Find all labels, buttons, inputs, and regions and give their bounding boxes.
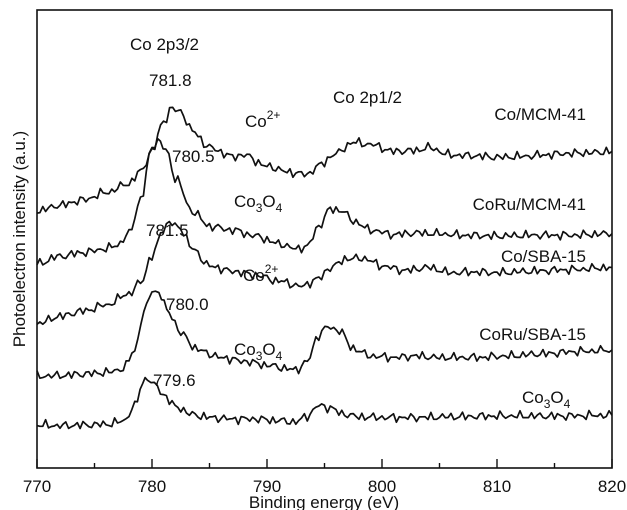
series-line-5 xyxy=(36,376,613,430)
co2plus-label: Co2+ xyxy=(245,108,280,131)
co3o4-label: Co3O4 xyxy=(234,192,283,215)
x-axis-ticks xyxy=(36,459,613,468)
series-label: CoRu/MCM-41 xyxy=(473,195,586,214)
series-label: Co3O4 xyxy=(522,388,571,411)
co-2p32-label: Co 2p3/2 xyxy=(130,35,199,54)
series-curves xyxy=(36,106,613,430)
peak-label: 780.5 xyxy=(172,147,215,166)
peak-label: 781.8 xyxy=(149,71,192,90)
co2plus-label: Co2+ xyxy=(243,262,278,285)
x-tick-label: 770 xyxy=(23,477,51,496)
x-tick-label: 800 xyxy=(368,477,396,496)
peak-label: 779.6 xyxy=(153,371,196,390)
y-axis-label: Photoelectron intensity (a.u.) xyxy=(10,131,29,347)
peak-label: 781.5 xyxy=(146,221,189,240)
series-line-2 xyxy=(36,137,613,266)
series-label: Co/SBA-15 xyxy=(501,247,586,266)
series-label: Co/MCM-41 xyxy=(494,105,586,124)
series-line-1 xyxy=(36,106,613,214)
x-tick-label: 810 xyxy=(483,477,511,496)
series-label: CoRu/SBA-15 xyxy=(479,325,586,344)
peak-label: 780.0 xyxy=(166,295,209,314)
x-tick-label: 820 xyxy=(598,477,626,496)
co3o4-label: Co3O4 xyxy=(234,340,283,363)
x-axis-label: Binding energy (eV) xyxy=(249,493,399,510)
series-line-3 xyxy=(36,220,613,326)
co-2p12-label: Co 2p1/2 xyxy=(333,88,402,107)
x-tick-label: 790 xyxy=(253,477,281,496)
series-line-4 xyxy=(36,290,613,380)
x-axis-tick-labels: 770 780 790 800 810 820 xyxy=(23,477,626,496)
x-tick-label: 780 xyxy=(138,477,166,496)
plot-area xyxy=(36,9,613,469)
annotations: Co 2p3/2 Co 2p1/2 781.8 780.5 781.5 780.… xyxy=(130,35,586,411)
